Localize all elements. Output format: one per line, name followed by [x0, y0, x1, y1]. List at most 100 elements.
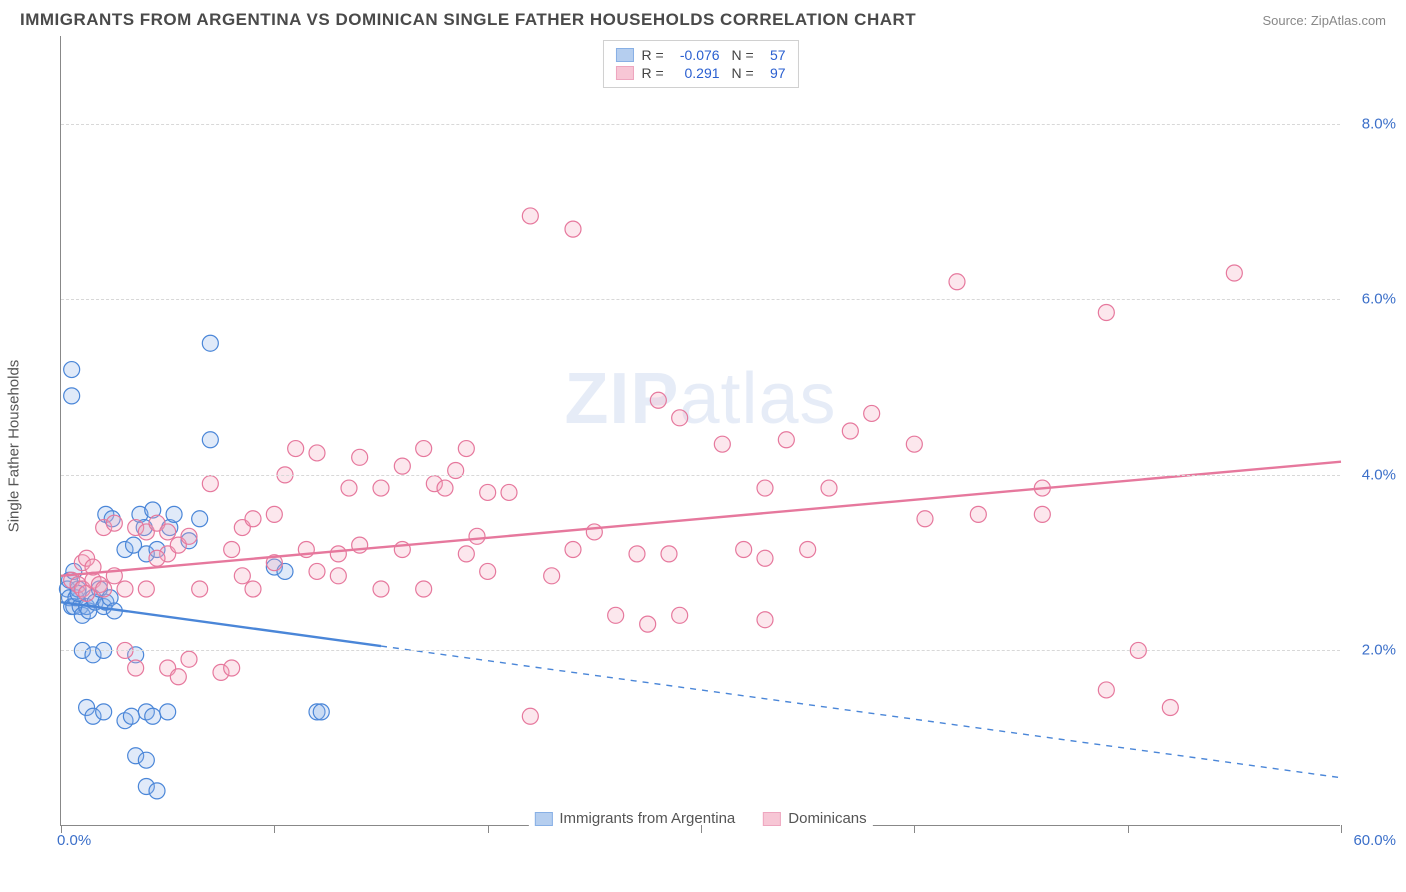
data-point-dominicans	[661, 546, 677, 562]
data-point-dominicans	[469, 528, 485, 544]
data-point-dominicans	[202, 476, 218, 492]
plot-area: ZIPatlas R = -0.076 N = 57 R = 0.291 N =…	[60, 36, 1340, 826]
data-point-dominicans	[864, 405, 880, 421]
plot-svg	[61, 36, 1340, 825]
data-point-dominicans	[672, 410, 688, 426]
data-point-dominicans	[106, 515, 122, 531]
x-tick	[701, 825, 702, 833]
data-point-dominicans	[480, 563, 496, 579]
x-tick	[1128, 825, 1129, 833]
data-point-dominicans	[757, 550, 773, 566]
data-point-dominicans	[842, 423, 858, 439]
data-point-argentina	[313, 704, 329, 720]
swatch-dominicans-2	[763, 812, 781, 826]
data-point-dominicans	[192, 581, 208, 597]
data-point-dominicans	[757, 480, 773, 496]
data-point-dominicans	[309, 445, 325, 461]
trend-line-argentina	[61, 602, 381, 646]
data-point-dominicans	[416, 581, 432, 597]
x-axis-max-label: 60.0%	[1353, 832, 1396, 849]
data-point-argentina	[145, 708, 161, 724]
data-point-dominicans	[170, 669, 186, 685]
y-tick-label: 4.0%	[1362, 466, 1396, 483]
data-point-dominicans	[224, 660, 240, 676]
y-tick-label: 2.0%	[1362, 642, 1396, 659]
data-point-dominicans	[234, 568, 250, 584]
data-point-argentina	[64, 388, 80, 404]
data-point-dominicans	[1098, 682, 1114, 698]
data-point-dominicans	[565, 542, 581, 558]
data-point-dominicans	[341, 480, 357, 496]
data-point-dominicans	[117, 581, 133, 597]
x-axis-min-label: 0.0%	[57, 832, 91, 849]
data-point-dominicans	[608, 607, 624, 623]
data-point-dominicans	[448, 463, 464, 479]
gridline	[61, 650, 1340, 651]
data-point-argentina	[149, 783, 165, 799]
data-point-dominicans	[906, 436, 922, 452]
swatch-dominicans	[615, 66, 633, 80]
data-point-dominicans	[714, 436, 730, 452]
data-point-dominicans	[586, 524, 602, 540]
data-point-dominicans	[224, 542, 240, 558]
data-point-argentina	[123, 708, 139, 724]
gridline	[61, 124, 1340, 125]
data-point-dominicans	[149, 550, 165, 566]
x-tick	[1341, 825, 1342, 833]
x-tick	[914, 825, 915, 833]
data-point-dominicans	[181, 651, 197, 667]
y-tick-label: 8.0%	[1362, 115, 1396, 132]
data-point-argentina	[202, 335, 218, 351]
data-point-dominicans	[821, 480, 837, 496]
x-tick	[274, 825, 275, 833]
data-point-dominicans	[1226, 265, 1242, 281]
data-point-dominicans	[128, 660, 144, 676]
data-point-dominicans	[650, 392, 666, 408]
data-point-dominicans	[309, 563, 325, 579]
chart-title: IMMIGRANTS FROM ARGENTINA VS DOMINICAN S…	[20, 10, 916, 30]
data-point-dominicans	[970, 506, 986, 522]
data-point-dominicans	[565, 221, 581, 237]
data-point-dominicans	[672, 607, 688, 623]
swatch-argentina-2	[534, 812, 552, 826]
data-point-argentina	[64, 362, 80, 378]
x-tick	[61, 825, 62, 833]
data-point-dominicans	[245, 581, 261, 597]
data-point-argentina	[202, 432, 218, 448]
data-point-dominicans	[757, 612, 773, 628]
data-point-dominicans	[1034, 506, 1050, 522]
data-point-argentina	[192, 511, 208, 527]
data-point-dominicans	[800, 542, 816, 558]
data-point-dominicans	[480, 484, 496, 500]
data-point-dominicans	[416, 441, 432, 457]
data-point-dominicans	[288, 441, 304, 457]
x-tick	[488, 825, 489, 833]
data-point-dominicans	[544, 568, 560, 584]
data-point-dominicans	[181, 528, 197, 544]
data-point-dominicans	[501, 484, 517, 500]
data-point-dominicans	[138, 581, 154, 597]
gridline	[61, 475, 1340, 476]
data-point-dominicans	[1162, 700, 1178, 716]
chart-container: Single Father Households ZIPatlas R = -0…	[20, 36, 1386, 856]
gridline	[61, 299, 1340, 300]
legend-item-argentina: Immigrants from Argentina	[534, 810, 735, 827]
swatch-argentina	[615, 48, 633, 62]
y-axis-label: Single Father Households	[6, 360, 23, 533]
source-label: Source: ZipAtlas.com	[1262, 13, 1386, 28]
data-point-dominicans	[522, 708, 538, 724]
data-point-argentina	[96, 704, 112, 720]
data-point-argentina	[160, 704, 176, 720]
legend-row-dominicans: R = 0.291 N = 97	[615, 64, 785, 82]
data-point-dominicans	[352, 449, 368, 465]
legend-label-argentina: Immigrants from Argentina	[559, 810, 735, 827]
data-point-dominicans	[330, 546, 346, 562]
data-point-dominicans	[640, 616, 656, 632]
legend-row-argentina: R = -0.076 N = 57	[615, 46, 785, 64]
y-tick-label: 6.0%	[1362, 291, 1396, 308]
data-point-dominicans	[522, 208, 538, 224]
data-point-dominicans	[437, 480, 453, 496]
data-point-dominicans	[373, 581, 389, 597]
data-point-dominicans	[629, 546, 645, 562]
data-point-dominicans	[96, 581, 112, 597]
